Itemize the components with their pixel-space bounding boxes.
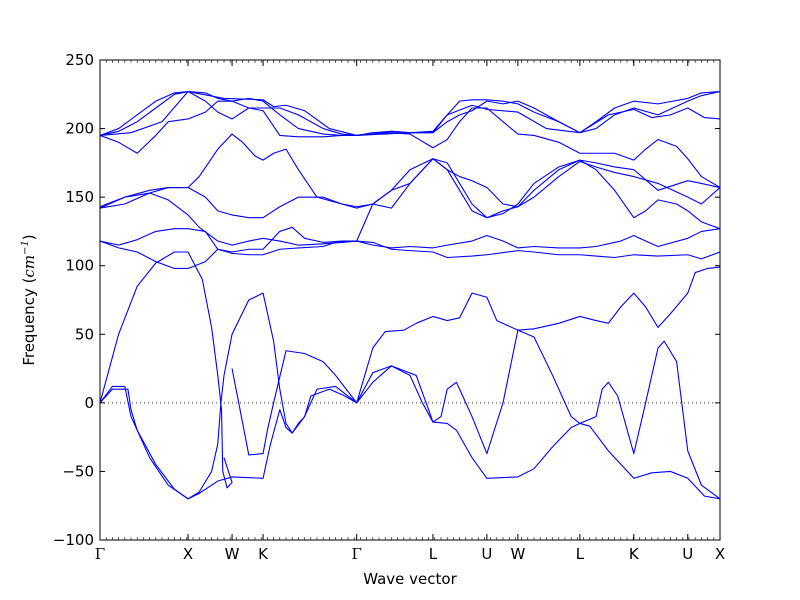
- bands-layer: [100, 90, 720, 500]
- band-line-9: [100, 133, 720, 219]
- plot-frame: [99, 59, 721, 541]
- y-axis-label-prefix: Frequency (: [20, 278, 38, 366]
- band-line-5: [100, 240, 720, 270]
- y-tick-label: 0: [84, 394, 94, 412]
- x-tick-label: K: [629, 545, 640, 563]
- x-tick-label: U: [682, 545, 693, 563]
- x-tick-label: X: [183, 545, 193, 563]
- x-tick-label: L: [429, 545, 438, 563]
- x-tick-label: Γ: [95, 545, 105, 563]
- y-axis-label: Frequency (cm−1): [20, 234, 38, 365]
- y-tick-label: 50: [75, 325, 94, 343]
- x-tick-label: W: [225, 545, 240, 563]
- y-tick-label: 100: [65, 257, 94, 275]
- x-tick-label: W: [510, 545, 525, 563]
- x-tick-label: K: [258, 545, 269, 563]
- y-axis-label-math: cm: [20, 255, 38, 278]
- x-tick-label: X: [715, 545, 725, 563]
- y-tick-label: −100: [53, 531, 94, 549]
- band-line-13: [100, 90, 720, 136]
- x-tick-label: L: [576, 545, 585, 563]
- band-line-12: [100, 90, 720, 136]
- band-line-10: [100, 100, 720, 189]
- band-line-3: [100, 292, 720, 500]
- y-tick-label: 200: [65, 120, 94, 138]
- y-tick-label: −50: [62, 462, 94, 480]
- x-axis-label: Wave vector: [363, 570, 457, 588]
- band-line-4: [231, 266, 720, 456]
- y-axis-label-exponent: −1: [20, 240, 31, 255]
- band-line-2: [100, 251, 233, 489]
- y-tick-label: 150: [65, 188, 94, 206]
- x-tick-label: U: [481, 545, 492, 563]
- y-tick-label: 250: [65, 51, 94, 69]
- x-tick-label: Γ: [351, 545, 361, 563]
- y-axis-label-suffix: ): [20, 234, 38, 240]
